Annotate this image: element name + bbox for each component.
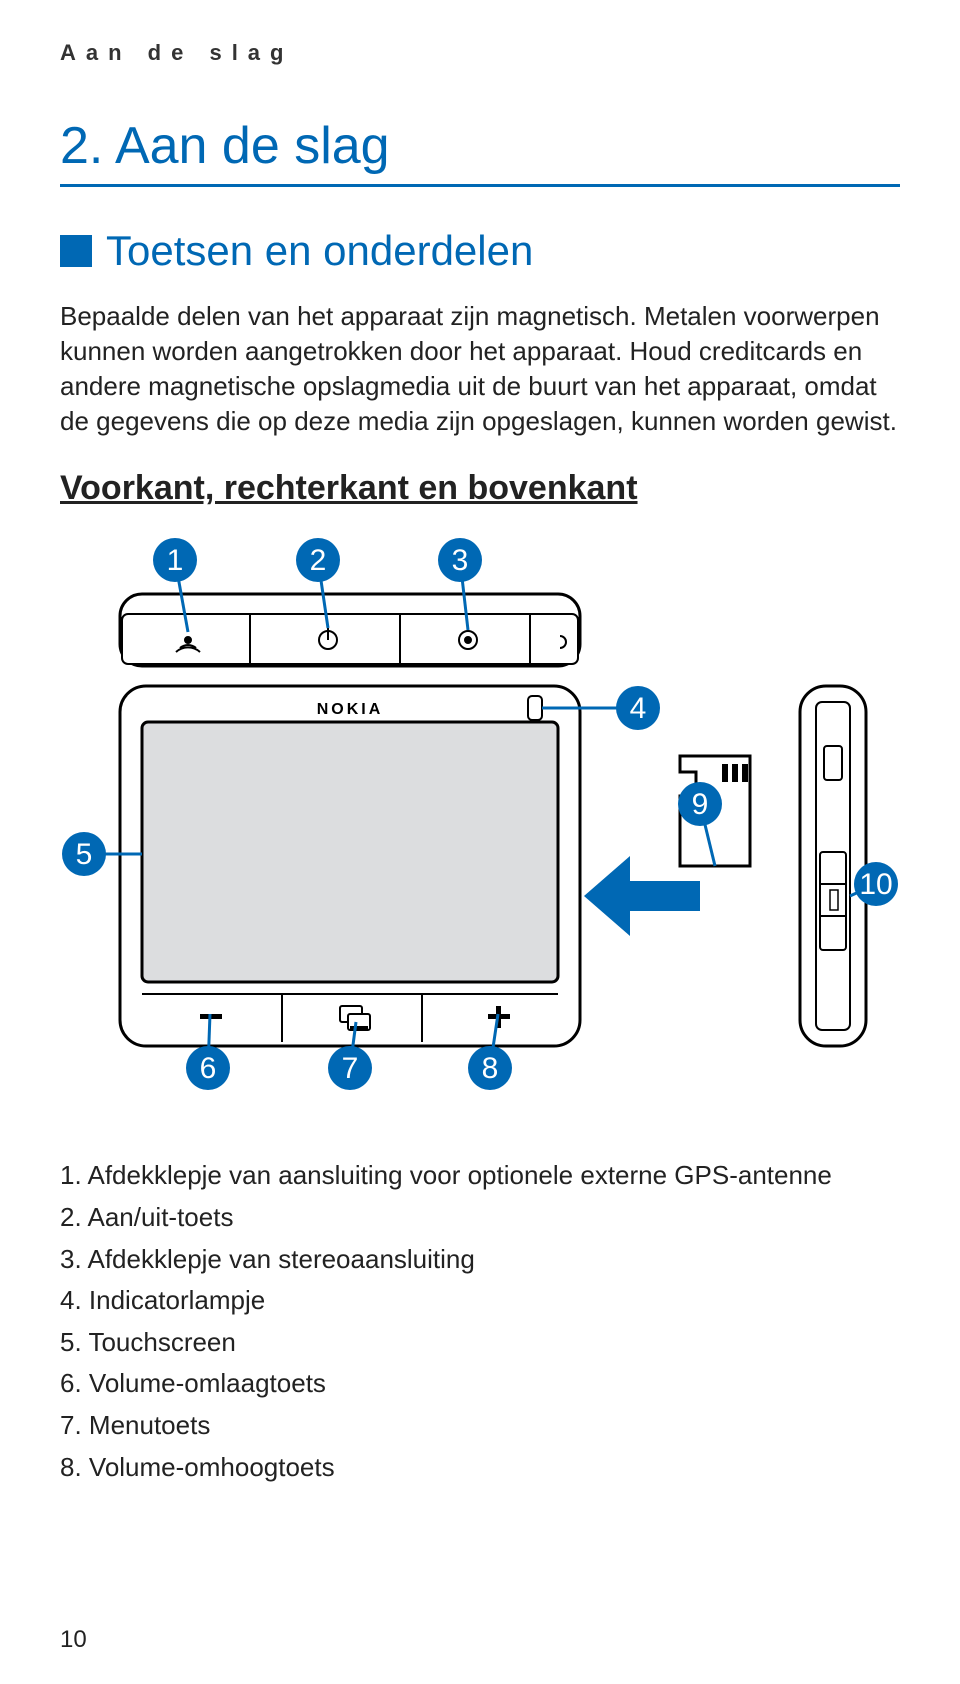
callout-number: 7 — [342, 1052, 359, 1085]
section-heading-row: Toetsen en onderdelen — [60, 227, 900, 275]
page-number: 10 — [60, 1626, 87, 1654]
list-item: 2. Aan/uit-toets — [60, 1197, 900, 1239]
device-brand-label: NOKIA — [317, 701, 384, 718]
parts-list: 1. Afdekklepje van aansluiting voor opti… — [60, 1155, 900, 1488]
device-side-view — [800, 686, 866, 1046]
callout-number: 4 — [630, 692, 647, 725]
callout-number: 3 — [452, 544, 469, 577]
subheading: Voorkant, rechterkant en bovenkant — [60, 469, 900, 508]
callout-number: 10 — [859, 868, 892, 901]
list-item: 7. Menutoets — [60, 1405, 900, 1447]
insert-arrow-icon — [584, 856, 700, 936]
callout-number: 5 — [76, 838, 93, 871]
list-item: 1. Afdekklepje van aansluiting voor opti… — [60, 1155, 900, 1197]
callout-number: 2 — [310, 544, 327, 577]
list-item: 3. Afdekklepje van stereoaansluiting — [60, 1239, 900, 1281]
list-item: 5. Touchscreen — [60, 1322, 900, 1364]
title-underline — [60, 184, 900, 187]
running-header: Aan de slag — [60, 40, 900, 66]
section-title: Toetsen en onderdelen — [106, 227, 533, 275]
list-item: 6. Volume-omlaagtoets — [60, 1363, 900, 1405]
device-diagram: NOKIA — [60, 536, 900, 1131]
list-item: 8. Volume-omhoogtoets — [60, 1447, 900, 1489]
intro-paragraph: Bepaalde delen van het apparaat zijn mag… — [60, 299, 900, 439]
callout-number: 9 — [692, 788, 709, 821]
list-item: 4. Indicatorlampje — [60, 1280, 900, 1322]
chapter-title: 2. Aan de slag — [60, 116, 900, 176]
callout-number: 1 — [167, 544, 184, 577]
device-diagram-svg: NOKIA — [60, 536, 920, 1126]
callout-number: 6 — [200, 1052, 217, 1085]
callout-number: 8 — [482, 1052, 499, 1085]
section-bullet-icon — [60, 235, 92, 267]
